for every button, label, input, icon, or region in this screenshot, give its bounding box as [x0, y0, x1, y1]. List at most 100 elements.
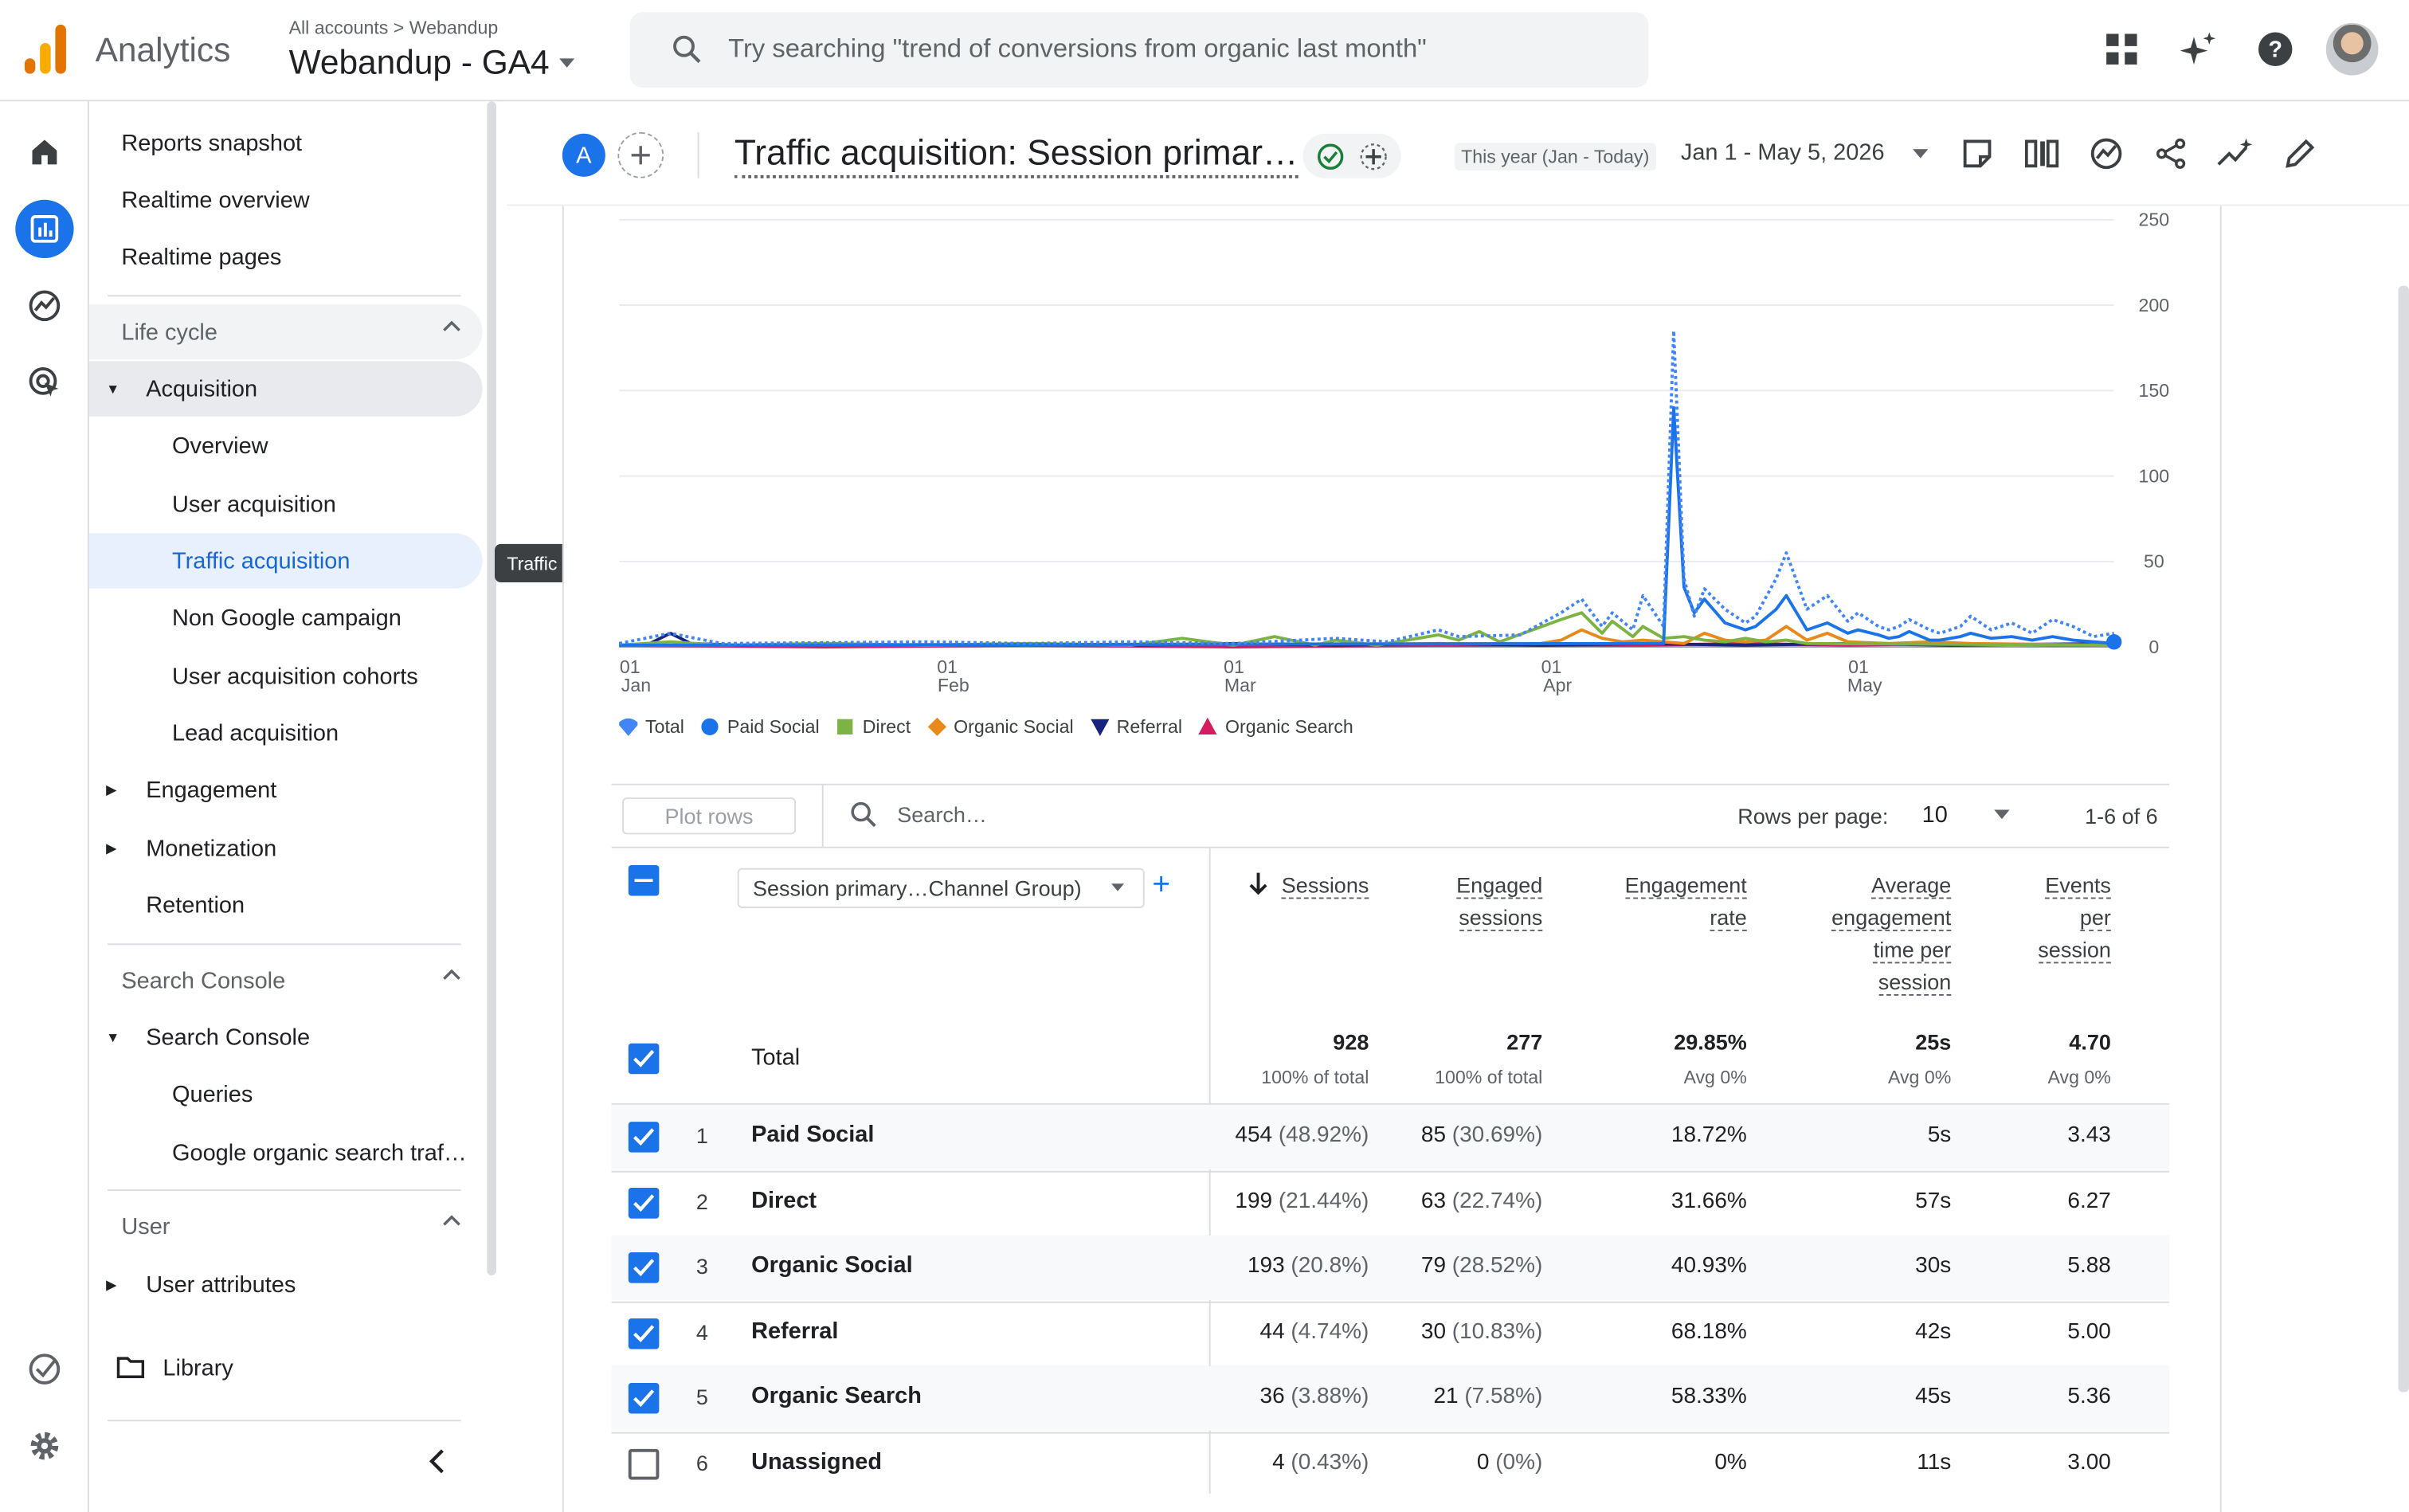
row-channel-name[interactable]: Organic Search: [751, 1382, 922, 1409]
nav-section-user[interactable]: User: [89, 1199, 483, 1254]
plot-rows-button[interactable]: Plot rows: [622, 797, 796, 835]
analytics-logo[interactable]: [24, 24, 68, 74]
compare-button[interactable]: [2022, 132, 2062, 175]
caret-down-icon[interactable]: [1994, 809, 2010, 820]
nav-acquisition[interactable]: ▼ Acquisition: [88, 361, 483, 417]
column-header-events[interactable]: Events per session: [2038, 870, 2111, 967]
row-channel-name[interactable]: Unassigned: [751, 1447, 883, 1475]
table-search-input[interactable]: [897, 801, 1358, 827]
row-channel-name[interactable]: Organic Social: [751, 1252, 913, 1279]
legend-item-direct[interactable]: Direct: [835, 716, 911, 738]
legend-item-organic-social[interactable]: Organic Social: [926, 716, 1074, 738]
rows-per-page-select[interactable]: 10: [1921, 801, 1948, 828]
row-checkbox[interactable]: [628, 1252, 660, 1283]
nav-reports-snapshot[interactable]: Reports snapshot: [89, 116, 483, 170]
table-row[interactable]: [611, 1365, 2170, 1431]
column-header-rate[interactable]: Engagement rate: [1624, 870, 1747, 934]
nav-user-acquisition[interactable]: User acquisition: [89, 476, 483, 531]
nav-monetization[interactable]: ▶ Monetization: [89, 821, 483, 875]
insights-button[interactable]: [2086, 132, 2126, 175]
left-rail: [0, 101, 89, 1512]
check-circle-icon[interactable]: [1317, 142, 1345, 170]
account-breadcrumb[interactable]: All accounts > Webandup: [289, 17, 499, 38]
property-picker[interactable]: Webandup - GA4: [289, 43, 574, 83]
cell-value: 30: [1420, 1318, 1447, 1344]
nav-section-lifecycle[interactable]: Life cycle: [88, 304, 483, 360]
table-search[interactable]: [848, 799, 1358, 830]
page-scrollbar[interactable]: [2398, 285, 2409, 1393]
nav-user-attributes[interactable]: ▶ User attributes: [89, 1257, 483, 1312]
search-input[interactable]: [728, 27, 1620, 71]
cell-value: 44: [1259, 1318, 1285, 1344]
select-all-checkbox[interactable]: [628, 864, 660, 896]
legend-item-referral[interactable]: Referral: [1089, 716, 1182, 738]
rail-checklist[interactable]: [15, 1340, 73, 1398]
row-checkbox[interactable]: [628, 1447, 660, 1479]
dimension-selector[interactable]: Session primary…Channel Group): [737, 868, 1145, 908]
annotation-button[interactable]: [1957, 132, 1997, 175]
nav-user-acquisition-cohorts[interactable]: User acquisition cohorts: [89, 648, 483, 703]
nav-overview[interactable]: Overview: [89, 418, 483, 473]
ai-insights-button[interactable]: [2172, 22, 2225, 76]
nav-traffic-acquisition[interactable]: Traffic acquisition: [88, 533, 483, 589]
nav-retention[interactable]: Retention: [89, 877, 483, 932]
help-button[interactable]: ?: [2249, 22, 2301, 76]
total-engaged: 277: [1506, 1029, 1543, 1055]
rail-advertising[interactable]: [15, 354, 73, 412]
row-divider: [611, 1103, 2170, 1105]
nav-queries[interactable]: Queries: [89, 1067, 483, 1122]
cell-value: 30s: [1915, 1253, 1952, 1279]
nav-google-organic-search[interactable]: Google organic search traf…: [89, 1125, 483, 1180]
rail-home[interactable]: [15, 123, 73, 181]
nav-library[interactable]: Library: [89, 1340, 483, 1395]
report-title[interactable]: Traffic acquisition: Session primar…: [734, 132, 1299, 178]
nav-scrollbar[interactable]: [487, 101, 496, 1275]
nav-section-search-console[interactable]: Search Console: [89, 953, 483, 1008]
legend-item-paid-social[interactable]: Paid Social: [699, 716, 820, 738]
series-line-paid-social[interactable]: [619, 405, 2114, 647]
plus-icon[interactable]: [1360, 142, 1388, 170]
trend-insights-button[interactable]: [2215, 132, 2255, 175]
table-row[interactable]: [611, 1235, 2170, 1300]
column-header-sessions[interactable]: Sessions: [1281, 870, 1369, 903]
total-row-checkbox[interactable]: [628, 1043, 660, 1075]
row-divider: [611, 1300, 2170, 1302]
column-header-text: rate: [1710, 905, 1747, 931]
global-search[interactable]: [629, 12, 1649, 88]
nav-realtime-pages[interactable]: Realtime pages: [89, 229, 483, 284]
cell-value: 11s: [1917, 1449, 1952, 1475]
nav-non-google-campaign[interactable]: Non Google campaign: [89, 590, 483, 645]
sort-descending-icon[interactable]: [1249, 872, 1267, 896]
row-channel-name[interactable]: Paid Social: [751, 1122, 875, 1148]
column-header-engaged[interactable]: Engaged sessions: [1456, 870, 1543, 934]
rail-settings[interactable]: [15, 1416, 73, 1475]
add-comparison-button[interactable]: [617, 131, 664, 178]
rail-explore[interactable]: [15, 276, 73, 335]
column-header-avg-time[interactable]: Average engagement time per session: [1831, 870, 1952, 999]
table-row[interactable]: [611, 1104, 2170, 1169]
add-dimension-button[interactable]: +: [1152, 868, 1170, 903]
date-range-picker[interactable]: Jan 1 - May 5, 2026: [1681, 140, 1928, 166]
legend-item-organic-search[interactable]: Organic Search: [1197, 716, 1353, 738]
nav-lead-acquisition[interactable]: Lead acquisition: [89, 705, 483, 760]
nav-search-console[interactable]: ▼ Search Console: [89, 1009, 483, 1064]
row-channel-name[interactable]: Referral: [751, 1317, 839, 1344]
apps-button[interactable]: [2096, 22, 2149, 76]
cell-sessions: 193 (20.8%): [1248, 1254, 1369, 1279]
series-line-total[interactable]: [618, 329, 2115, 645]
row-checkbox[interactable]: [628, 1317, 660, 1349]
row-checkbox[interactable]: [628, 1187, 660, 1218]
row-checkbox[interactable]: [628, 1382, 660, 1414]
nav-engagement[interactable]: ▶ Engagement: [89, 762, 483, 817]
account-avatar-button[interactable]: [2325, 22, 2379, 76]
legend-item-total[interactable]: Total: [617, 716, 684, 738]
x-tick-day: 01: [1541, 656, 1562, 677]
nav-realtime-overview[interactable]: Realtime overview: [89, 172, 483, 227]
share-button[interactable]: [2151, 132, 2191, 175]
collapse-nav-button[interactable]: [427, 1447, 455, 1479]
comparison-badge[interactable]: A: [562, 133, 605, 177]
rail-reports[interactable]: [15, 199, 74, 259]
row-channel-name[interactable]: Direct: [751, 1187, 817, 1213]
customize-report-button[interactable]: [2280, 132, 2320, 175]
row-checkbox[interactable]: [628, 1122, 660, 1153]
